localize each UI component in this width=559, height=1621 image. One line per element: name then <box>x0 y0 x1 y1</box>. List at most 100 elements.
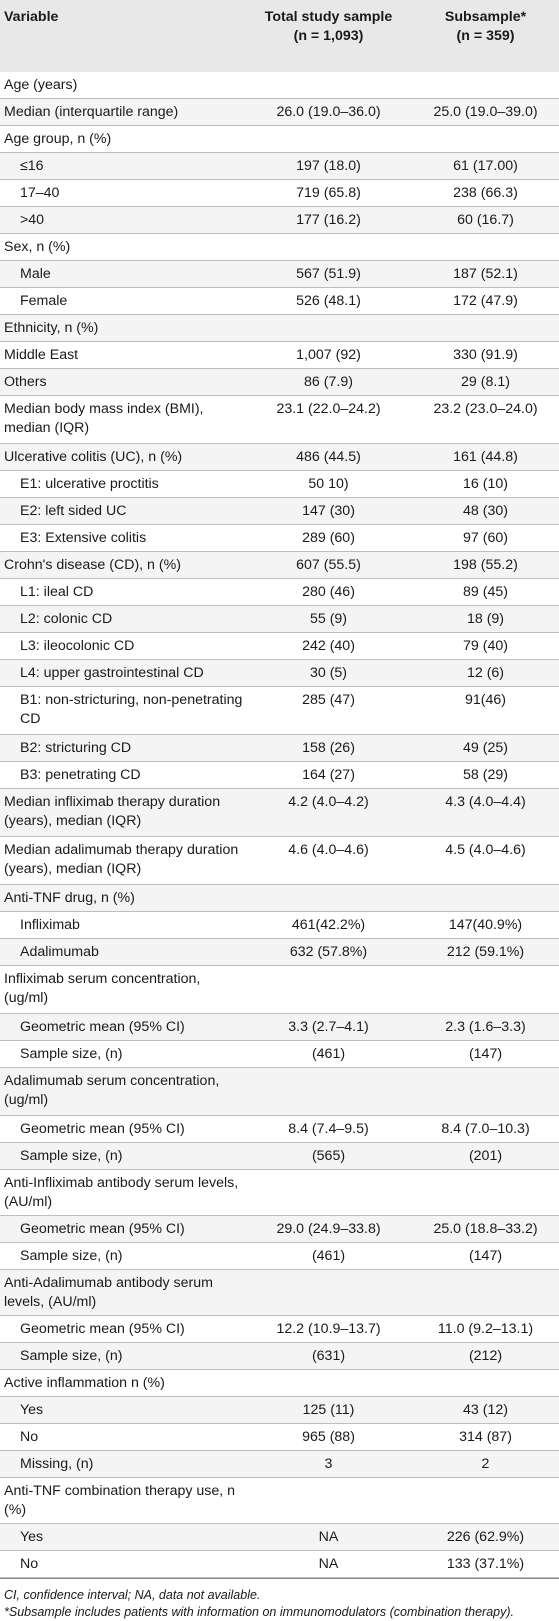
row-variable: Median infliximab therapy duration (year… <box>4 794 221 829</box>
row-total-value: 607 (55.5) <box>296 557 361 573</box>
row-subsample-value: 16 (10) <box>463 476 508 492</box>
row-subsample-value: 23.2 (23.0–24.0) <box>433 401 538 417</box>
row-variable: Anti-TNF drug, n (%) <box>4 890 135 906</box>
row-total-value: 526 (48.1) <box>296 293 361 309</box>
row-total-value: 147 (30) <box>302 503 355 519</box>
row-total-value: 29.0 (24.9–33.8) <box>276 1221 381 1237</box>
row-subsample-value: 147(40.9%) <box>448 917 523 933</box>
row-subsample-value: (212) <box>468 1348 503 1364</box>
row-total-value: 164 (27) <box>302 767 355 783</box>
row-subsample-value: 61 (17.00) <box>453 158 518 174</box>
row-total-value: 632 (57.8%) <box>289 944 368 960</box>
row-variable: Sample size, (n) <box>20 1046 123 1062</box>
table-row: B1: non-stricturing, non-penetrating CD 2… <box>0 686 559 735</box>
row-total-value: (461) <box>311 1046 346 1062</box>
row-variable: B2: stricturing CD <box>20 740 132 756</box>
row-subsample-value <box>412 1478 559 1524</box>
row-subsample-value: 58 (29) <box>463 767 508 783</box>
row-variable: Infliximab serum concentration, (ug/ml) <box>4 971 201 1006</box>
row-subsample-value: (147) <box>468 1046 503 1062</box>
table-row: Others 86 (7.9) 29 (8.1) <box>0 368 559 396</box>
table-row: Median body mass index (BMI), median (IQ… <box>0 395 559 444</box>
row-subsample-value: 2 <box>481 1456 490 1472</box>
row-subsample-value: 8.4 (7.0–10.3) <box>441 1121 530 1137</box>
table-row: Median adalimumab therapy duration (year… <box>0 836 559 885</box>
table-row: Anti-TNF combination therapy use, n (%) <box>0 1477 559 1524</box>
table-row: Age group, n (%) <box>0 125 559 153</box>
row-subsample-value <box>412 966 559 1014</box>
row-total-value: NA <box>318 1556 339 1572</box>
row-subsample-value: 11.0 (9.2–13.1) <box>437 1321 534 1337</box>
table-row: Yes 125 (11) 43 (12) <box>0 1396 559 1424</box>
table-row: Age (years) <box>0 72 559 99</box>
row-variable: Geometric mean (95% CI) <box>20 1121 185 1137</box>
row-subsample-value: 4.5 (4.0–4.6) <box>445 842 526 858</box>
table-row: Infliximab serum concentration, (ug/ml) <box>0 965 559 1014</box>
row-variable: Geometric mean (95% CI) <box>20 1321 185 1337</box>
row-total-value: 158 (26) <box>302 740 355 756</box>
table-row: L1: ileal CD 280 (46) 89 (45) <box>0 578 559 606</box>
row-variable: L3: ileocolonic CD <box>20 638 135 654</box>
row-variable: B1: non-stricturing, non-penetrating CD <box>20 692 243 727</box>
row-variable: Geometric mean (95% CI) <box>20 1019 185 1035</box>
row-subsample-value: 314 (87) <box>459 1429 512 1445</box>
row-variable: E3: Extensive colitis <box>20 530 147 546</box>
row-subsample-value <box>412 234 559 261</box>
row-variable: E2: left sided UC <box>20 503 127 519</box>
table-row: E3: Extensive colitis 289 (60) 97 (60) <box>0 524 559 552</box>
table-row: Median (interquartile range) 26.0 (19.0–3… <box>0 98 559 126</box>
row-total-value: (565) <box>311 1148 346 1164</box>
row-subsample-value: 43 (12) <box>463 1402 508 1418</box>
row-variable: B3: penetrating CD <box>20 767 141 783</box>
row-variable: Sample size, (n) <box>20 1348 123 1364</box>
row-variable: Median (interquartile range) <box>4 104 179 120</box>
row-total-value: 289 (60) <box>302 530 355 546</box>
table-row: L4: upper gastrointestinal CD 30 (5) 12 (6… <box>0 659 559 687</box>
row-total-value <box>245 1170 412 1216</box>
row-variable: >40 <box>20 212 45 228</box>
header-row: Variable Total study sample (n = 1,093) … <box>0 0 559 72</box>
row-variable: Infliximab <box>20 917 80 933</box>
table-row: B2: stricturing CD 158 (26) 49 (25) <box>0 734 559 762</box>
row-variable: Male <box>20 266 51 282</box>
row-total-value: (461) <box>311 1248 346 1264</box>
row-total-value: 55 (9) <box>309 611 348 627</box>
row-subsample-value: 25.0 (19.0–39.0) <box>433 104 538 120</box>
table-row: Anti-Adalimumab antibody serum levels, (… <box>0 1269 559 1316</box>
row-total-value <box>245 234 412 261</box>
row-total-value: 3 <box>324 1456 333 1472</box>
row-subsample-value: 238 (66.3) <box>453 185 518 201</box>
row-subsample-value: 187 (52.1) <box>453 266 518 282</box>
row-total-value: 86 (7.9) <box>304 374 353 390</box>
row-total-value: 1,007 (92) <box>296 347 361 363</box>
row-variable: Geometric mean (95% CI) <box>20 1221 185 1237</box>
row-total-value: 197 (18.0) <box>296 158 361 174</box>
table-row: No NA 133 (37.1%) <box>0 1550 559 1578</box>
row-total-value <box>245 1270 412 1316</box>
table-row: Geometric mean (95% CI) 3.3 (2.7–4.1) 2.3 … <box>0 1013 559 1041</box>
row-total-value: 965 (88) <box>302 1429 355 1445</box>
row-total-value: 3.3 (2.7–4.1) <box>288 1019 369 1035</box>
row-subsample-value: 133 (37.1%) <box>446 1556 525 1572</box>
header-total-sample-title: Total study sample <box>264 9 393 25</box>
table-row: B3: penetrating CD 164 (27) 58 (29) <box>0 761 559 789</box>
row-subsample-value: 89 (45) <box>463 584 508 600</box>
row-total-value: 4.2 (4.0–4.2) <box>288 794 369 810</box>
row-variable: Age group, n (%) <box>4 131 112 147</box>
table-row: Geometric mean (95% CI) 12.2 (10.9–13.7) 1… <box>0 1315 559 1343</box>
row-subsample-value <box>412 1370 559 1397</box>
row-subsample-value: 226 (62.9%) <box>446 1529 525 1545</box>
table-row: L2: colonic CD 55 (9) 18 (9) <box>0 605 559 633</box>
row-total-value: 12.2 (10.9–13.7) <box>276 1321 381 1337</box>
row-variable: Median adalimumab therapy duration (year… <box>4 842 239 877</box>
header-subsample-n: (n = 359) <box>456 28 515 44</box>
row-variable: Sample size, (n) <box>20 1148 123 1164</box>
table-row: E2: left sided UC 147 (30) 48 (30) <box>0 497 559 525</box>
row-subsample-value: 12 (6) <box>466 665 505 681</box>
row-variable: No <box>20 1556 39 1572</box>
table-row: 17–40 719 (65.8) 238 (66.3) <box>0 179 559 207</box>
row-total-value: 125 (11) <box>302 1402 355 1418</box>
row-variable: Yes <box>20 1529 44 1545</box>
row-total-value: 26.0 (19.0–36.0) <box>276 104 381 120</box>
table-row: Geometric mean (95% CI) 29.0 (24.9–33.8) 2… <box>0 1215 559 1243</box>
